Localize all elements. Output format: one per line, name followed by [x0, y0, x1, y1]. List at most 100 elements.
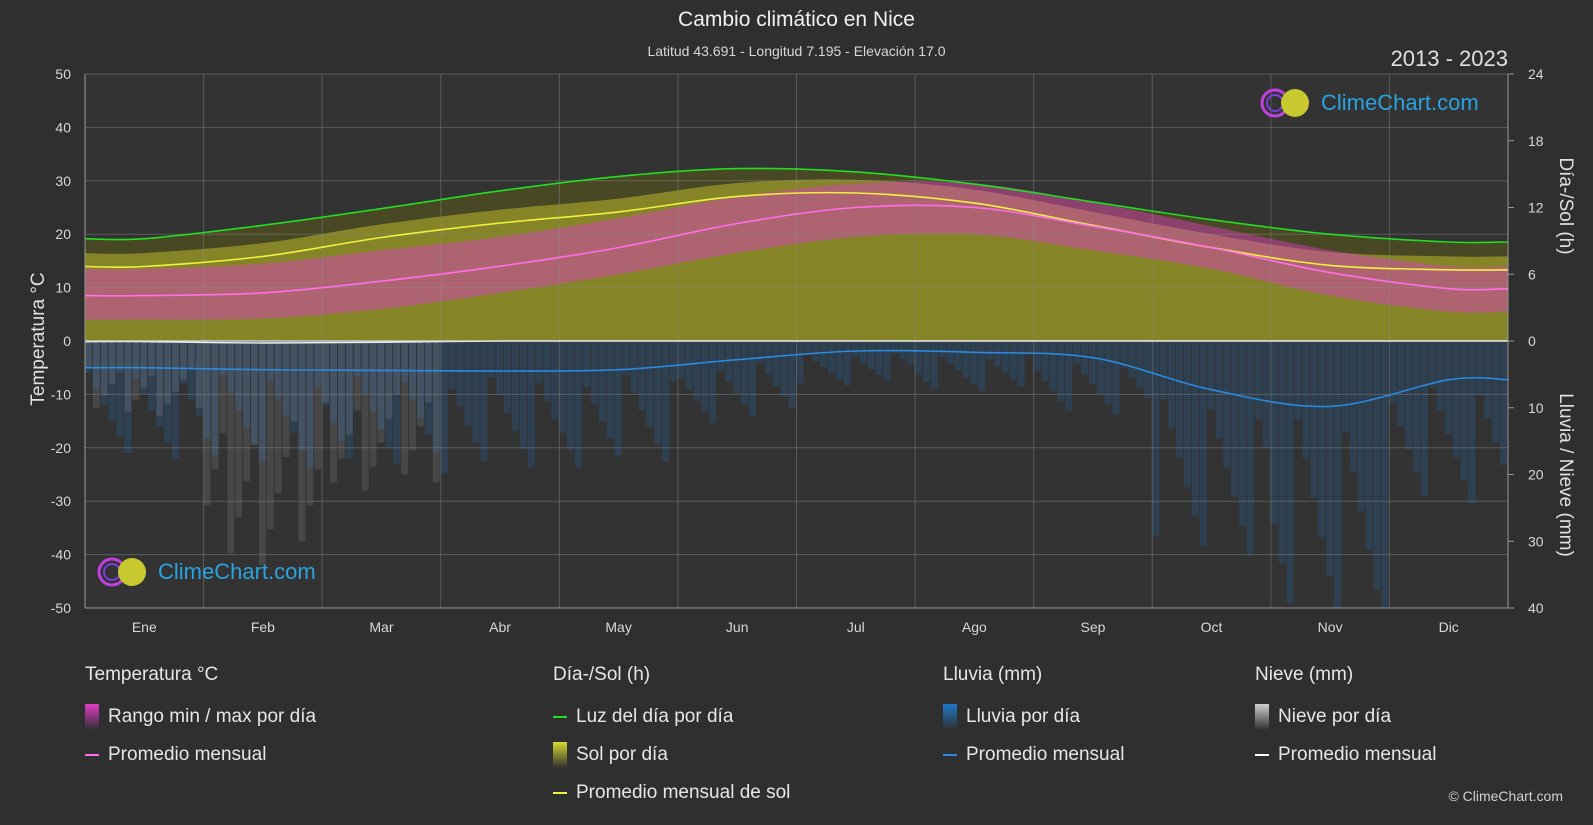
- rain-day-bar: [962, 341, 970, 378]
- y3-axis-title: Lluvia / Nieve (mm): [1555, 393, 1576, 557]
- legend-group: Día-/Sol (h) Luz del día por día Sol por d…: [553, 664, 790, 812]
- rain-day-bar: [187, 341, 195, 400]
- snow-day-bar: [85, 341, 92, 368]
- rain-day-bar: [298, 341, 306, 451]
- rain-day-bar: [851, 341, 859, 357]
- rain-day-bar: [1286, 341, 1294, 603]
- x-tick-label: Feb: [251, 619, 275, 635]
- y2-axis-title: Día-/Sol (h): [1555, 157, 1576, 254]
- rain-day-bar: [1349, 341, 1357, 472]
- rain-day-bar: [1373, 341, 1381, 590]
- rain-day-bar: [875, 341, 883, 375]
- rain-day-bar: [1191, 341, 1199, 517]
- snow-day-bar: [432, 341, 440, 483]
- temperature-avg-line: [84, 204, 1509, 297]
- rain-day-bar: [1199, 341, 1207, 546]
- rain-day-bar: [227, 341, 235, 393]
- rain-day-bar: [1096, 341, 1104, 395]
- rain-day-bar: [1484, 341, 1492, 419]
- rain-day-bar: [796, 341, 804, 384]
- rain-day-bar: [235, 341, 243, 410]
- rain-day-bar: [179, 341, 187, 384]
- rain-day-bar: [314, 341, 322, 387]
- rain-day-bar: [535, 341, 543, 384]
- rain-day-bar: [1144, 341, 1152, 398]
- y2-tick-label: 0: [1528, 333, 1536, 349]
- rain-day-bar: [828, 341, 835, 373]
- rain-day-bar: [591, 341, 598, 405]
- rain-day-bar: [464, 341, 472, 426]
- rain-day-bar: [1065, 341, 1073, 412]
- rain-day-bar: [1002, 341, 1009, 373]
- snow-day-bar: [369, 341, 377, 467]
- rain-day-bar: [1128, 341, 1136, 378]
- brand-logo-top[interactable]: ClimeChart.com: [1259, 86, 1479, 120]
- rain-day-bar: [804, 341, 812, 355]
- snow-day-bar: [148, 341, 156, 376]
- rain-day-bar: [923, 341, 930, 382]
- rain-day-bar: [1389, 341, 1397, 403]
- brand-logo-bottom[interactable]: ClimeChart.com: [96, 555, 316, 589]
- rain-day-bar: [1025, 341, 1033, 355]
- rain-day-bar: [290, 341, 298, 433]
- climechart-logo-icon: [97, 557, 146, 587]
- snow-day-bar: [116, 341, 124, 372]
- rain-day-bar: [1081, 341, 1088, 375]
- y-tick-label: 40: [55, 119, 71, 135]
- snow-day-bar: [251, 341, 258, 446]
- rain-day-bar: [338, 341, 345, 441]
- rain-day-bar: [258, 341, 266, 462]
- rain-day-bar: [1302, 341, 1310, 459]
- rain-day-bar: [1310, 341, 1318, 498]
- snow-day-bar: [203, 341, 211, 506]
- legend-label: Sol por día: [576, 744, 668, 765]
- rain-day-bar: [954, 341, 962, 371]
- y-axis-title: Temperatura °C: [28, 272, 49, 405]
- rain-day-bar: [1413, 341, 1420, 473]
- rain-day-bar: [306, 341, 314, 468]
- legend-item: Promedio mensual: [943, 736, 1124, 774]
- y3-tick-label: 30: [1528, 533, 1544, 549]
- rain-day-bar: [749, 341, 756, 416]
- rain-day-bar: [1365, 341, 1373, 551]
- rain-day-bar: [1183, 341, 1191, 488]
- rain-day-bar: [519, 341, 527, 450]
- legend-heading: Temperatura °C: [85, 664, 219, 685]
- copyright: © ClimeChart.com: [1448, 788, 1563, 804]
- x-tick-label: Nov: [1318, 619, 1343, 635]
- snow-day-bar: [290, 341, 298, 422]
- rain-day-bar: [1231, 341, 1239, 497]
- legend-heading: Día-/Sol (h): [553, 664, 651, 685]
- rain-day-bar: [417, 341, 424, 418]
- rain-day-bar: [243, 341, 250, 428]
- y2-tick-label: 6: [1528, 266, 1536, 282]
- snow-day-bar: [266, 341, 274, 530]
- rain-day-bar: [116, 341, 124, 438]
- y-tick-label: -50: [51, 600, 71, 616]
- rain-day-bar: [630, 341, 638, 393]
- rain-day-bar: [393, 341, 401, 465]
- snow-day-bar: [306, 341, 314, 506]
- rain-day-bar: [353, 341, 361, 377]
- rain-day-bar: [1460, 341, 1468, 481]
- snow-day-bar: [314, 341, 322, 470]
- rain-day-bar: [1104, 341, 1112, 405]
- snow-day-bar: [187, 341, 195, 368]
- x-tick-label: Ene: [132, 619, 157, 635]
- rain-day-bar: [733, 341, 741, 394]
- rain-day-bar: [432, 341, 440, 453]
- rain-day-bar: [480, 341, 488, 462]
- y3-tick-label: 10: [1528, 400, 1544, 416]
- y-tick-label: 20: [55, 226, 71, 242]
- rain-day-bar: [1041, 341, 1049, 381]
- rain-day-bar: [496, 341, 503, 396]
- snow-day-bar: [417, 341, 424, 427]
- rain-day-bar: [583, 341, 590, 387]
- rain-day-bar: [219, 341, 227, 376]
- rain-day-bar: [472, 341, 480, 444]
- rain-day-bar: [156, 341, 164, 427]
- legend-item: Lluvia por día: [943, 698, 1124, 736]
- rain-day-bar: [606, 341, 614, 439]
- legend-group: Lluvia (mm) Lluvia por día Promedio mensua…: [943, 664, 1124, 774]
- rain-day-bar: [662, 341, 669, 462]
